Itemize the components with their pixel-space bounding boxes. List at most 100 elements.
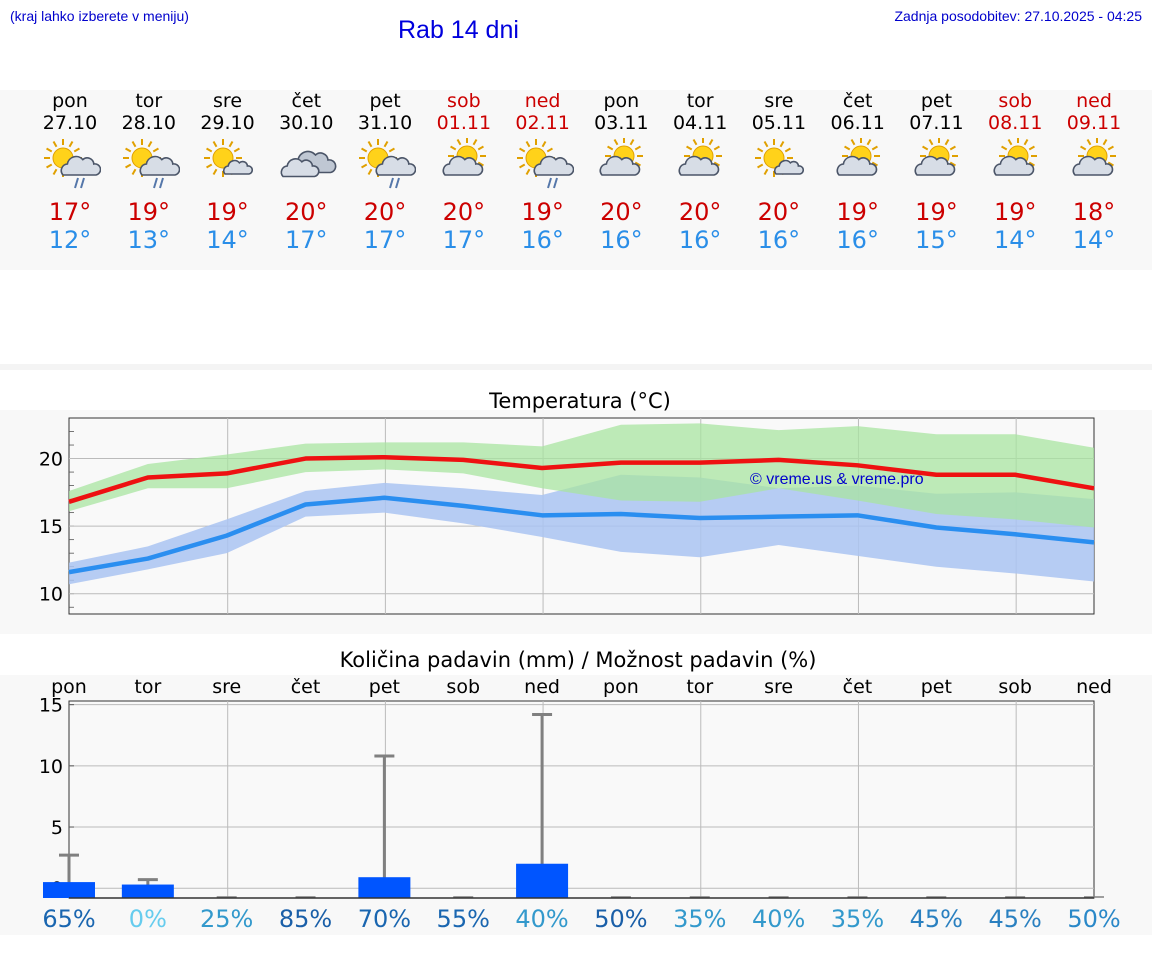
day-label: ned bbox=[1076, 676, 1112, 698]
max-temperature: 19° bbox=[127, 198, 171, 226]
cloud-icon bbox=[280, 158, 320, 178]
sun-cloud-icon bbox=[836, 138, 880, 176]
day-label: pon bbox=[603, 676, 639, 698]
min-temperature: 16° bbox=[600, 226, 643, 254]
min-temperature: 14° bbox=[993, 226, 1037, 254]
min-temperature: 17° bbox=[363, 226, 407, 254]
min-temperature: 16° bbox=[836, 226, 879, 254]
max-temperature: 20° bbox=[678, 198, 722, 226]
day-date: 29.10 bbox=[200, 112, 255, 134]
day-date: 04.11 bbox=[672, 112, 728, 134]
sun-cloud-icon bbox=[678, 138, 723, 176]
daily-forecast-band bbox=[0, 90, 1152, 270]
precip-probability: 85% bbox=[279, 905, 332, 933]
day-name: pet bbox=[920, 90, 953, 112]
max-temperature: 20° bbox=[363, 198, 407, 226]
page-title: Rab 14 dni bbox=[398, 16, 519, 44]
sun-cloud-icon bbox=[914, 138, 959, 176]
day-label: ned bbox=[524, 676, 560, 698]
precip-probability: 35% bbox=[673, 905, 726, 933]
temperature-chart-title: Temperatura (°C) bbox=[488, 389, 671, 413]
day-label: pon bbox=[51, 676, 87, 698]
day-name: tor bbox=[686, 90, 714, 112]
cloud-icon bbox=[139, 155, 180, 176]
y-tick-label: 15 bbox=[39, 516, 63, 538]
max-temperature: 20° bbox=[442, 198, 486, 226]
min-temperature: 14° bbox=[206, 226, 249, 254]
rain-icon bbox=[546, 177, 558, 189]
cloud-icon bbox=[914, 155, 956, 176]
max-temperature: 20° bbox=[757, 198, 801, 226]
precip-bar bbox=[516, 863, 569, 898]
y-tick-label: 10 bbox=[39, 584, 63, 606]
min-temperature: 17° bbox=[285, 226, 328, 254]
day-name: pet bbox=[369, 90, 401, 112]
cloud-icon bbox=[993, 155, 1035, 176]
day-name: sob bbox=[447, 90, 481, 112]
precip-probability: 65% bbox=[42, 905, 95, 933]
sun-cloud-rain-icon bbox=[516, 139, 574, 189]
day-name: pon bbox=[52, 90, 88, 112]
precip-probability: 45% bbox=[910, 905, 963, 933]
cloud-icon bbox=[773, 159, 804, 175]
day-date: 31.10 bbox=[357, 112, 413, 134]
cloud-icon bbox=[836, 155, 877, 176]
precip-probability: 25% bbox=[200, 905, 253, 933]
day-label: tor bbox=[686, 676, 713, 698]
min-temperature: 16° bbox=[521, 226, 564, 254]
precip-probability: 40% bbox=[515, 905, 568, 933]
min-temperature: 17° bbox=[442, 226, 486, 254]
sun-cloud-rain-icon bbox=[359, 139, 417, 189]
max-temperature: 19° bbox=[206, 198, 249, 226]
min-temperature: 12° bbox=[48, 226, 92, 254]
divider bbox=[0, 364, 1152, 370]
y-tick-label: 5 bbox=[51, 817, 63, 839]
day-name: čet bbox=[842, 90, 873, 112]
day-date: 06.11 bbox=[830, 112, 885, 134]
precipitation-chart: Količina padavin (mm) / Možnost padavin … bbox=[0, 648, 1152, 935]
max-temperature: 20° bbox=[600, 198, 643, 226]
day-name: ned bbox=[1076, 90, 1112, 112]
max-temperature: 17° bbox=[48, 198, 92, 226]
cloud-icon bbox=[60, 155, 101, 176]
precip-probability: 70% bbox=[358, 905, 411, 933]
day-date: 28.10 bbox=[121, 112, 176, 134]
sun-cloud-icon bbox=[442, 138, 486, 176]
day-label: sob bbox=[446, 676, 480, 698]
day-name: pon bbox=[603, 90, 640, 112]
rain-icon bbox=[389, 177, 401, 189]
day-label: sob bbox=[998, 676, 1032, 698]
day-date: 02.11 bbox=[515, 112, 570, 134]
day-name: sob bbox=[998, 90, 1033, 112]
day-label: pet bbox=[369, 676, 400, 698]
max-temperature: 19° bbox=[836, 198, 879, 226]
sun-cloud-rain-icon bbox=[122, 139, 180, 189]
day-label: tor bbox=[134, 676, 161, 698]
y-tick-label: 20 bbox=[39, 449, 63, 471]
sun-small-cloud-icon bbox=[754, 139, 804, 177]
plot-area bbox=[68, 700, 1095, 899]
sun-cloud-rain-icon bbox=[44, 139, 101, 189]
min-temperature: 14° bbox=[1072, 226, 1116, 254]
max-temperature-line bbox=[68, 454, 1095, 504]
precip-probability: 0% bbox=[129, 905, 167, 933]
y-tick-label: 15 bbox=[39, 695, 63, 717]
day-date: 07.11 bbox=[909, 112, 964, 134]
day-date: 09.11 bbox=[1066, 112, 1122, 134]
min-temperature-line bbox=[68, 495, 1095, 575]
min-temperature: 13° bbox=[127, 226, 171, 254]
day-label: čet bbox=[291, 676, 321, 698]
rain-icon bbox=[152, 177, 164, 189]
min-temperature: 16° bbox=[678, 226, 722, 254]
last-update: Zadnja posodobitev: 27.10.2025 - 04:25 bbox=[894, 8, 1142, 24]
overcast-icon bbox=[280, 150, 337, 178]
day-name: tor bbox=[135, 90, 163, 112]
sun-cloud-icon bbox=[1072, 138, 1116, 176]
precip-bar bbox=[121, 884, 174, 898]
precip-bar bbox=[358, 877, 411, 898]
precipitation-chart-title: Količina padavin (mm) / Možnost padavin … bbox=[340, 648, 817, 672]
max-range-band bbox=[69, 423, 1094, 528]
day-label: sre bbox=[212, 676, 241, 698]
day-label: čet bbox=[843, 676, 873, 698]
cloud-icon bbox=[678, 155, 720, 176]
